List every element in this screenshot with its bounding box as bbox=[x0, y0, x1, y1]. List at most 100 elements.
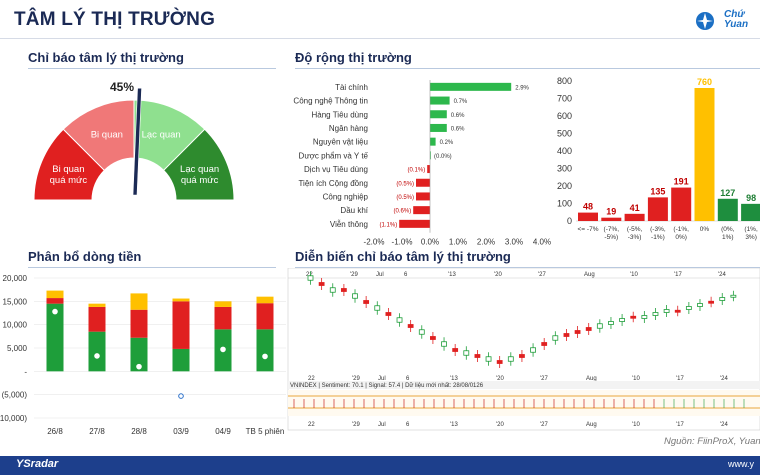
logo-text: Chứ Yuan bbox=[724, 9, 749, 30]
dist-bar bbox=[741, 203, 760, 221]
gauge-segment-label: quá mức bbox=[50, 175, 88, 186]
gauge-segment-label: Bi quan bbox=[52, 164, 84, 175]
flow-bar-segment bbox=[130, 309, 148, 338]
candle-body bbox=[608, 321, 614, 325]
dist-data-label: 98 bbox=[746, 193, 756, 203]
candle-body bbox=[340, 288, 347, 292]
candle-body bbox=[407, 324, 414, 328]
bottom-tick-label: 6 bbox=[406, 422, 410, 428]
dist-category-label: 0% bbox=[700, 226, 710, 233]
candle-body bbox=[574, 330, 581, 334]
sector-data-label: (0.0%) bbox=[434, 154, 452, 160]
candle-body bbox=[708, 300, 715, 304]
y-tick-label: - bbox=[24, 367, 27, 376]
x-tick-label: -1.0% bbox=[392, 238, 413, 247]
flow-bar-segment bbox=[256, 329, 274, 372]
candle-body bbox=[463, 350, 470, 356]
candle-body bbox=[630, 315, 637, 319]
candle-body bbox=[363, 300, 370, 304]
y-tick-label: 600 bbox=[557, 111, 572, 121]
dist-category-label: 1%) bbox=[722, 234, 734, 241]
x-tick-label: TB 5 phiên bbox=[246, 427, 285, 436]
flow-bar-segment bbox=[46, 290, 64, 299]
info-bar-text: VNINDEX | Sentiment: 70.1 | Signal: 57.4… bbox=[290, 383, 484, 389]
dist-category-label: -1%) bbox=[651, 234, 665, 241]
net-flow-point bbox=[136, 363, 142, 370]
sector-bar bbox=[430, 123, 447, 132]
candle-body bbox=[652, 312, 659, 316]
flow-bar-segment bbox=[172, 301, 190, 349]
bottom-tick-label: Jul bbox=[378, 422, 386, 428]
mid-tick-label: '27 bbox=[540, 376, 548, 382]
top-tick-label: '29 bbox=[350, 272, 358, 278]
y-tick-label: 5,000 bbox=[7, 344, 28, 353]
sector-label: Công nghệ Thông tin bbox=[293, 97, 368, 106]
section-title-sentiment-trend: Diễn biến chỉ báo tâm lý thị trường bbox=[295, 249, 511, 264]
candle-body bbox=[329, 287, 336, 293]
flow-bar-segment bbox=[88, 331, 106, 372]
sector-label: Tiện ích Cộng đồng bbox=[298, 179, 368, 188]
y-tick-label: 800 bbox=[557, 76, 572, 86]
dist-category-label: (0%, bbox=[721, 226, 735, 233]
price-change-distribution-chart: 0 100 200 300 400 500 600 700 800 48 <= -7% 19 (-7%,… bbox=[557, 76, 760, 241]
y-tick-label: 200 bbox=[557, 181, 572, 191]
header-divider bbox=[0, 38, 760, 39]
flow-bar-segment bbox=[46, 303, 64, 372]
dist-category-label: (-5%, bbox=[627, 226, 643, 233]
sector-bar bbox=[399, 219, 430, 228]
candle-body bbox=[441, 341, 447, 347]
top-tick-label: 22 bbox=[306, 272, 313, 278]
y-tick-label: 400 bbox=[557, 146, 572, 156]
candle-body bbox=[485, 356, 492, 362]
net-flow-point bbox=[178, 393, 184, 399]
top-tick-label: '20 bbox=[494, 272, 502, 278]
x-tick-label: 0.0% bbox=[421, 238, 439, 247]
dist-bar bbox=[624, 213, 645, 221]
candle-body bbox=[719, 297, 726, 301]
section-title-breadth: Độ rộng thị trường bbox=[295, 50, 412, 65]
dist-bar bbox=[717, 198, 738, 221]
mid-tick-label: '17 bbox=[676, 376, 684, 382]
section-underline bbox=[295, 267, 760, 268]
candle-body bbox=[596, 323, 603, 329]
dist-data-label: 135 bbox=[650, 186, 665, 196]
sector-data-label: (0.5%) bbox=[396, 195, 414, 201]
gauge-segment-label: Lạc quan bbox=[180, 164, 219, 175]
sentiment-trend-chart: 22 '29 Jul 6 '13 '20 '27 Aug '10 '17 '24 22 '29 Jul 6 '… bbox=[287, 268, 760, 431]
flow-bar-segment bbox=[130, 293, 148, 310]
dist-category-label: -5%) bbox=[604, 234, 618, 241]
x-tick-label: -2.0% bbox=[364, 238, 385, 247]
sector-bar bbox=[427, 165, 430, 174]
flow-bar-segment bbox=[130, 337, 148, 372]
bottom-tick-label: '27 bbox=[540, 422, 548, 428]
flow-bar-segment bbox=[88, 303, 106, 307]
candle-body bbox=[496, 360, 503, 364]
footer-bar: YSradar www.y bbox=[0, 456, 760, 475]
candle-body bbox=[474, 354, 481, 358]
flow-bar-segment bbox=[256, 303, 274, 330]
flow-bar-segment bbox=[214, 306, 232, 330]
mid-tick-label: Jul bbox=[378, 376, 386, 382]
top-tick-label: '10 bbox=[630, 272, 638, 278]
dist-bar bbox=[694, 88, 715, 221]
net-flow-point bbox=[94, 353, 100, 359]
candle-body bbox=[541, 342, 548, 346]
flow-bar-segment bbox=[172, 348, 190, 372]
x-tick-label: 3.0% bbox=[505, 238, 523, 247]
dist-bar bbox=[671, 187, 692, 221]
source-note: Nguồn: FiinProX, Yuan bbox=[664, 436, 760, 447]
candle-body bbox=[519, 354, 525, 358]
bottom-tick-label: 22 bbox=[308, 422, 315, 428]
y-tick-label: 500 bbox=[557, 129, 572, 139]
flow-bar-segment bbox=[88, 306, 106, 332]
bottom-tick-label: '24 bbox=[720, 422, 728, 428]
dist-data-label: 760 bbox=[697, 77, 712, 87]
x-tick-label: 04/9 bbox=[215, 427, 231, 436]
bottom-tick-label: '10 bbox=[632, 422, 640, 428]
flow-bar-segment bbox=[214, 301, 232, 307]
money-flow-chart: 20,000 15,000 10,000 5,000 - (5,000) (10,000) 2… bbox=[0, 274, 286, 436]
sector-label: Viễn thông bbox=[330, 220, 368, 229]
bottom-tick-label: '17 bbox=[676, 422, 684, 428]
candle-body bbox=[385, 312, 392, 316]
bottom-tick-label: '20 bbox=[496, 422, 504, 428]
